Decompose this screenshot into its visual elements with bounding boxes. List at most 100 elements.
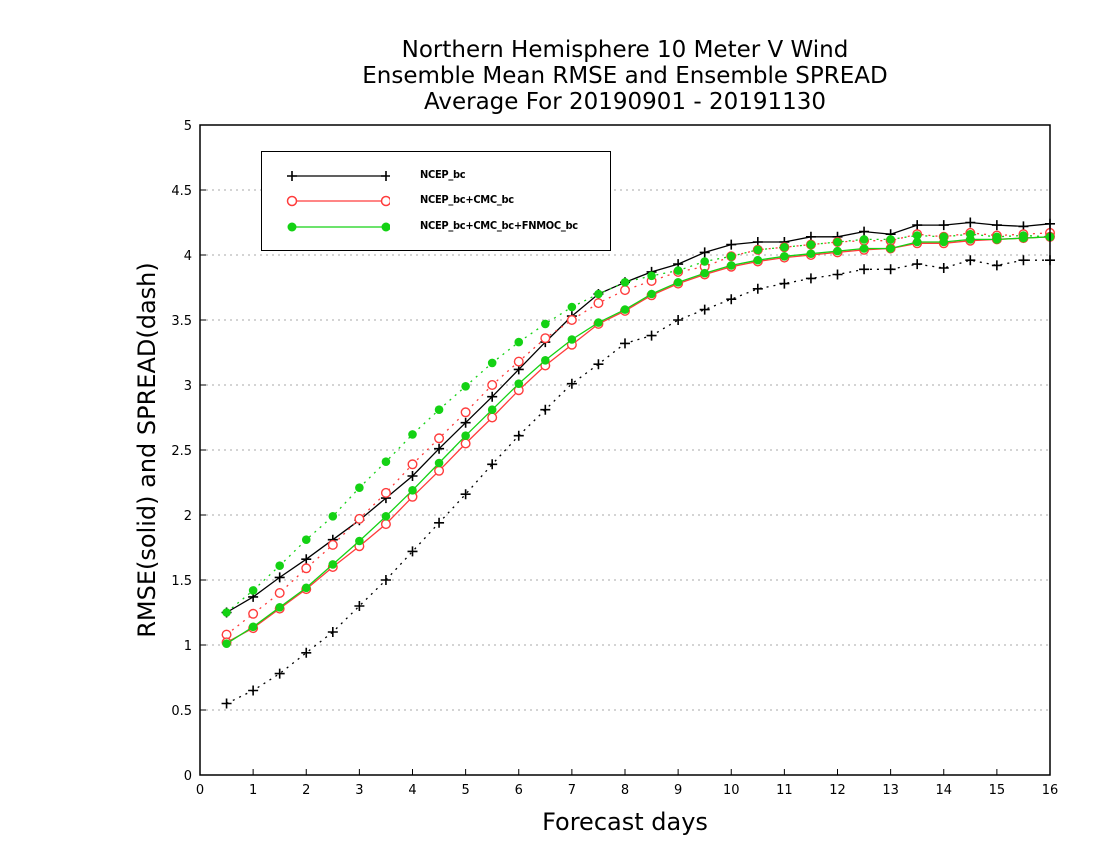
point-spread-ncep-bc <box>885 264 896 275</box>
point-spread-ncep-bc-cmc-bc <box>434 433 445 444</box>
series-rmse-line-ncep-bc <box>226 221 1051 614</box>
point-spread-ncep-bc-cmc-bc <box>513 356 524 367</box>
point-spread-ncep-bc-cmc-bc <box>593 298 604 309</box>
point-spread-ncep-bc-cmc-bc <box>487 380 498 391</box>
point-spread-ncep-bc-cmc-bc <box>354 513 365 524</box>
axes: 00.511.522.533.544.550 1 2 3 4 5 6 7 8 9 10 11 12 13 1… <box>171 119 1058 798</box>
point-spread-ncep-bc-cmc-bc-fnmoc-bc <box>408 430 417 439</box>
point-rmse-ncep-bc <box>965 217 976 228</box>
point-rmse-ncep-bc-cmc-bc-fnmoc-bc <box>673 278 683 287</box>
point-spread-ncep-bc <box>248 685 259 696</box>
point-spread-ncep-bc <box>380 575 391 585</box>
point-spread-ncep-bc <box>859 264 870 275</box>
point-spread-ncep-bc-cmc-bc-fnmoc-bc <box>753 245 763 255</box>
point-spread-ncep-bc-cmc-bc-fnmoc-bc <box>222 608 231 617</box>
x-tick-label: 12 <box>829 783 846 798</box>
point-rmse-ncep-bc-cmc-bc-fnmoc-bc <box>806 249 816 258</box>
point-spread-ncep-bc-cmc-bc-fnmoc-bc <box>806 240 816 249</box>
point-rmse-ncep-bc <box>274 572 285 583</box>
x-tick-label: 3 <box>355 783 363 798</box>
point-rmse-ncep-bc-cmc-bc-fnmoc-bc <box>567 335 577 344</box>
x-tick-label: 5 <box>461 783 469 798</box>
point-spread-ncep-bc-cmc-bc-fnmoc-bc <box>912 231 922 240</box>
y-tick-label: 1.5 <box>171 574 192 589</box>
legend-swatch-ncep-bc-cmc-bc <box>286 195 390 207</box>
point-spread-ncep-bc <box>965 255 976 266</box>
point-spread-ncep-bc-cmc-bc-fnmoc-bc <box>381 457 391 467</box>
point-spread-ncep-bc <box>487 459 498 470</box>
point-rmse-ncep-bc <box>407 471 418 481</box>
y-tick-label: 2.5 <box>171 444 192 459</box>
x-tick-label: 15 <box>989 783 1006 798</box>
point-spread-ncep-bc-cmc-bc-fnmoc-bc <box>301 535 311 544</box>
chart-title-line-2: Ensemble Mean RMSE and Ensemble SPREAD <box>362 63 888 89</box>
point-rmse-ncep-bc-cmc-bc <box>434 465 445 476</box>
x-tick-label: 0 <box>196 783 204 798</box>
point-rmse-ncep-bc <box>912 220 923 231</box>
point-spread-ncep-bc-cmc-bc-fnmoc-bc <box>514 337 524 347</box>
point-rmse-ncep-bc-cmc-bc-fnmoc-bc <box>780 251 789 261</box>
point-rmse-ncep-bc-cmc-bc-fnmoc-bc <box>248 622 258 632</box>
point-spread-ncep-bc <box>460 489 471 500</box>
point-spread-ncep-bc <box>779 278 790 289</box>
point-spread-ncep-bc <box>752 283 763 294</box>
point-spread-ncep-bc-cmc-bc <box>566 315 577 326</box>
point-rmse-ncep-bc-cmc-bc-fnmoc-bc <box>275 603 284 612</box>
point-spread-ncep-bc-cmc-bc-fnmoc-bc <box>541 319 550 329</box>
y-tick-label: 0.5 <box>171 704 192 719</box>
point-rmse-ncep-bc-cmc-bc-fnmoc-bc <box>833 246 842 256</box>
point-spread-ncep-bc <box>805 273 816 284</box>
point-spread-ncep-bc-cmc-bc <box>540 333 551 344</box>
point-rmse-ncep-bc-cmc-bc-fnmoc-bc <box>912 237 922 247</box>
point-spread-ncep-bc <box>593 359 604 370</box>
point-spread-ncep-bc <box>646 330 657 341</box>
legend-label-ncep-bc: NCEP_bc <box>420 168 466 181</box>
point-spread-ncep-bc-cmc-bc-fnmoc-bc <box>248 586 258 595</box>
point-spread-ncep-bc <box>699 304 710 315</box>
legend-label-ncep-bc-cmc-bc-fnmoc-bc: NCEP_bc+CMC_bc+FNMOC_bc <box>420 219 578 232</box>
legend-label-ncep-bc-cmc-bc: NCEP_bc+CMC_bc <box>420 193 514 206</box>
point-rmse-ncep-bc-cmc-bc <box>380 519 391 530</box>
point-spread-ncep-bc <box>673 315 684 325</box>
point-rmse-ncep-bc <box>434 443 445 454</box>
point-spread-ncep-bc <box>327 627 338 637</box>
point-spread-ncep-bc <box>221 698 232 709</box>
x-axis-label: Forecast days <box>542 808 708 836</box>
x-tick-label: 14 <box>935 783 952 798</box>
series-layer <box>221 217 1055 709</box>
point-spread-ncep-bc-cmc-bc-fnmoc-bc <box>594 289 603 299</box>
y-tick-label: 5 <box>184 119 192 134</box>
point-spread-ncep-bc <box>566 378 577 389</box>
series-rmse-line-ncep-bc-cmc-bc-fnmoc-bc <box>226 236 1051 645</box>
point-rmse-ncep-bc <box>726 239 737 250</box>
point-spread-ncep-bc <box>912 259 923 270</box>
point-spread-ncep-bc-cmc-bc-fnmoc-bc <box>567 302 577 312</box>
series-spread-line-ncep-bc-cmc-bc-fnmoc-bc <box>226 233 1051 613</box>
point-spread-ncep-bc <box>991 260 1002 271</box>
legend-item-ncep-bc-cmc-bc: NCEP_bc+CMC_bc <box>262 189 610 213</box>
point-rmse-ncep-bc-cmc-bc-fnmoc-bc <box>939 237 949 247</box>
point-spread-ncep-bc-cmc-bc <box>380 487 391 498</box>
point-rmse-ncep-bc <box>938 220 949 231</box>
point-rmse-ncep-bc-cmc-bc-fnmoc-bc <box>886 244 895 253</box>
series-spread-line-ncep-bc-cmc-bc <box>226 232 1051 636</box>
x-tick-label: 4 <box>408 783 416 798</box>
point-spread-ncep-bc <box>938 263 949 273</box>
legend-swatch-ncep-bc-cmc-bc-fnmoc-bc <box>287 222 390 232</box>
chart-title-line-1: Northern Hemisphere 10 Meter V Wind <box>401 37 849 63</box>
x-tick-label: 7 <box>568 783 576 798</box>
series-rmse-line-ncep-bc-cmc-bc <box>226 236 1051 643</box>
y-tick-label: 1 <box>184 639 192 654</box>
point-rmse-ncep-bc <box>699 247 710 258</box>
point-rmse-ncep-bc-cmc-bc-fnmoc-bc <box>594 318 603 327</box>
point-spread-ncep-bc <box>1018 255 1029 266</box>
point-spread-ncep-bc-cmc-bc-fnmoc-bc <box>833 237 842 247</box>
point-spread-ncep-bc-cmc-bc-fnmoc-bc <box>859 235 869 244</box>
point-rmse-ncep-bc-cmc-bc-fnmoc-bc <box>381 512 391 521</box>
point-spread-ncep-bc-cmc-bc <box>460 407 471 418</box>
point-rmse-ncep-bc-cmc-bc-fnmoc-bc <box>647 289 656 299</box>
point-spread-ncep-bc-cmc-bc-fnmoc-bc <box>647 271 656 281</box>
point-spread-ncep-bc-cmc-bc-fnmoc-bc <box>886 235 895 244</box>
point-spread-ncep-bc <box>301 647 312 658</box>
